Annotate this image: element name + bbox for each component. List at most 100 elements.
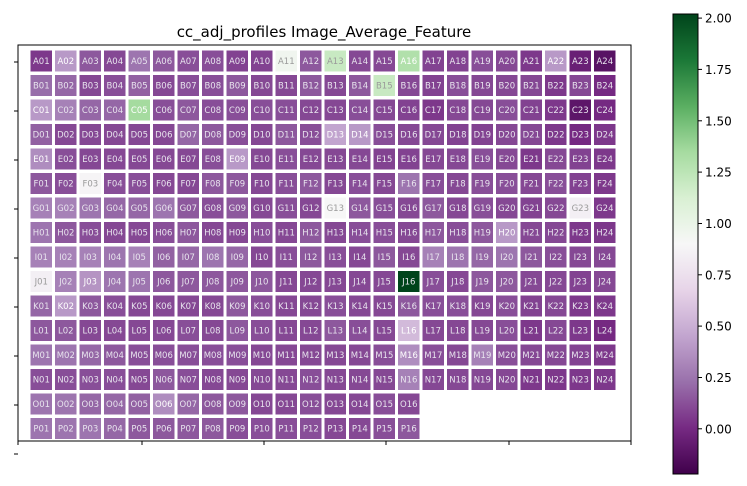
cell-label-c09: C09 — [229, 106, 246, 116]
cell-label-g22: G22 — [547, 204, 564, 214]
heatmap-cell-n16 — [398, 369, 420, 390]
heatmap-cell-d22 — [545, 124, 567, 145]
heatmap-cell-f08 — [202, 173, 224, 194]
cell-label-j03: J03 — [83, 278, 97, 288]
heatmap-cell-a07 — [177, 50, 199, 72]
cell-label-d12: D12 — [302, 131, 319, 141]
heatmap-cell-d01 — [30, 124, 52, 145]
heatmap-cell-e09 — [226, 148, 248, 170]
heatmap-cell-k08 — [202, 295, 224, 317]
heatmap-cell-m18 — [447, 344, 469, 366]
cell-label-c24: C24 — [596, 106, 613, 116]
cell-label-g09: G09 — [229, 204, 246, 214]
cell-label-n14: N14 — [351, 376, 368, 386]
cell-label-g13: G13 — [327, 204, 344, 214]
heatmap-cell-g13 — [324, 197, 346, 219]
heatmap-cell-b07 — [177, 75, 199, 96]
heatmap-cell-p07 — [177, 418, 199, 439]
cell-label-m18: M18 — [449, 351, 467, 361]
heatmap-cell-k01 — [30, 295, 52, 317]
heatmap-cell-n08 — [202, 369, 224, 390]
cell-label-n08: N08 — [204, 376, 221, 386]
heatmap-cell-n02 — [55, 369, 77, 390]
cell-label-a22: A22 — [547, 57, 564, 67]
cell-label-d05: D05 — [131, 131, 148, 141]
heatmap-cell-h04 — [104, 222, 126, 243]
heatmap-cell-g08 — [202, 197, 224, 219]
cell-label-f14: F14 — [352, 180, 368, 190]
heatmap-cell-b16 — [398, 75, 420, 96]
heatmap-cell-m20 — [496, 344, 518, 366]
heatmap-cell-c18 — [447, 99, 469, 121]
cell-label-d22: D22 — [547, 131, 564, 141]
cell-label-c06: C06 — [155, 106, 172, 116]
cell-label-e22: E22 — [548, 155, 564, 165]
cell-label-c21: C21 — [523, 106, 540, 116]
heatmap-cell-j18 — [447, 271, 469, 292]
cell-label-k05: K05 — [131, 302, 147, 312]
heatmap-cell-k05 — [128, 295, 150, 317]
colorbar-tick-label: 2.00 — [705, 12, 732, 26]
cell-label-m02: M02 — [57, 351, 75, 361]
cell-label-a23: A23 — [572, 57, 589, 67]
heatmap-cell-d12 — [300, 124, 322, 145]
heatmap-cell-j17 — [422, 271, 444, 292]
cell-label-a07: A07 — [180, 57, 197, 67]
heatmap-cell-d13 — [324, 124, 346, 145]
cell-label-c17: C17 — [425, 106, 442, 116]
heatmap-cell-f10 — [251, 173, 273, 194]
cell-label-j06: J06 — [156, 278, 170, 288]
cell-label-b08: B08 — [204, 82, 221, 92]
heatmap-cell-m23 — [569, 344, 591, 366]
heatmap-cell-g09 — [226, 197, 248, 219]
cell-label-e16: E16 — [401, 155, 417, 165]
cell-label-l19: L19 — [475, 327, 491, 337]
heatmap-cell-d15 — [373, 124, 395, 145]
heatmap-cell-f02 — [55, 173, 77, 194]
cell-label-p08: P08 — [205, 425, 221, 435]
cell-label-b16: B16 — [400, 82, 417, 92]
cell-label-d01: D01 — [33, 131, 50, 141]
cell-label-h13: H13 — [327, 229, 344, 239]
heatmap-cell-b21 — [520, 75, 542, 96]
cell-label-g19: G19 — [474, 204, 491, 214]
heatmap-cell-m03 — [79, 344, 101, 366]
heatmap-cell-d03 — [79, 124, 101, 145]
heatmap-cell-d10 — [251, 124, 273, 145]
heatmap-cell-m17 — [422, 344, 444, 366]
heatmap-cell-p06 — [153, 418, 175, 439]
cell-label-p07: P07 — [180, 425, 196, 435]
colorbar-tick-label: 1.50 — [705, 114, 732, 128]
heatmap-cell-a14 — [349, 50, 371, 72]
cell-label-d07: D07 — [180, 131, 197, 141]
cell-label-i24: I24 — [598, 253, 611, 263]
cell-label-a19: A19 — [474, 57, 491, 67]
cell-label-n23: N23 — [572, 376, 589, 386]
heatmap-cell-e14 — [349, 148, 371, 170]
cell-label-g17: G17 — [425, 204, 442, 214]
cell-label-j22: J22 — [548, 278, 562, 288]
cell-label-j01: J01 — [34, 278, 48, 288]
cell-label-e11: E11 — [278, 155, 294, 165]
heatmap-cell-k10 — [251, 295, 273, 317]
cell-label-j09: J09 — [230, 278, 244, 288]
heatmap-cell-p01 — [30, 418, 52, 439]
heatmap-cell-d08 — [202, 124, 224, 145]
cell-label-b19: B19 — [474, 82, 491, 92]
cell-label-m14: M14 — [351, 351, 369, 361]
cell-label-m20: M20 — [498, 351, 516, 361]
heatmap-cell-f06 — [153, 173, 175, 194]
cell-label-e21: E21 — [523, 155, 539, 165]
heatmap-cell-g18 — [447, 197, 469, 219]
heatmap-cell-f13 — [324, 173, 346, 194]
cell-label-h12: H12 — [302, 229, 319, 239]
heatmap-cell-j23 — [569, 271, 591, 292]
cell-label-i19: I19 — [476, 253, 489, 263]
cell-label-d04: D04 — [106, 131, 123, 141]
cell-label-j07: J07 — [181, 278, 195, 288]
cell-label-n01: N01 — [33, 376, 50, 386]
cell-label-o12: O12 — [302, 400, 320, 410]
cell-label-d14: D14 — [351, 131, 368, 141]
heatmap-cell-k23 — [569, 295, 591, 317]
cell-label-l13: L13 — [328, 327, 344, 337]
